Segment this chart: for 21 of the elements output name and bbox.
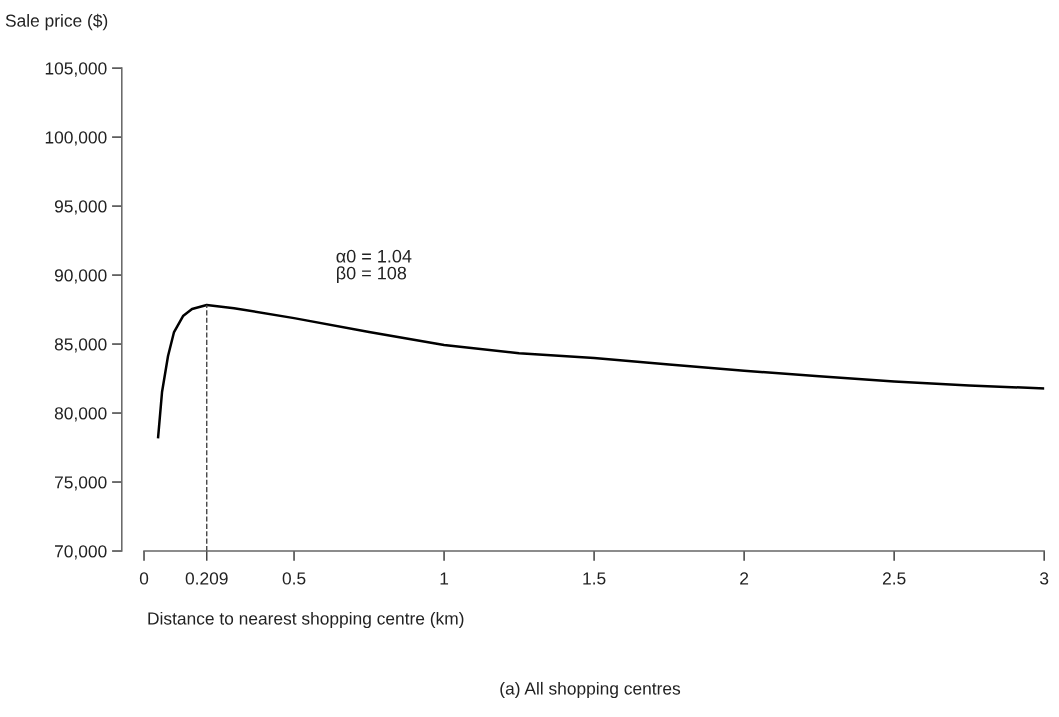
x-axis-title: Distance to nearest shopping centre (km) bbox=[148, 611, 464, 629]
annotation: α0 = 1.04 β0 = 108 bbox=[336, 249, 412, 284]
y-tick-label: 70,000 bbox=[55, 545, 107, 560]
x-tick-label: 3 bbox=[1040, 572, 1049, 585]
line-series bbox=[156, 303, 1045, 439]
x-tick-label: 1.5 bbox=[583, 572, 606, 585]
x-tick-label: 0.5 bbox=[282, 572, 306, 585]
y-axis-title: Sale price ($) bbox=[5, 13, 108, 31]
text: (a) All shopping centres bbox=[500, 681, 681, 699]
x-tick-label: 1 bbox=[440, 572, 449, 585]
y-tick-label: 75,000 bbox=[55, 476, 107, 491]
x-tick-label: 2.5 bbox=[882, 572, 906, 585]
y-tick-label: 100,000 bbox=[45, 131, 107, 146]
x-tick-label: 0.209 bbox=[185, 572, 228, 585]
y-tick-label: 105,000 bbox=[45, 62, 107, 77]
y-tick-label: 90,000 bbox=[54, 269, 107, 284]
y-tick-label: 80,000 bbox=[54, 407, 107, 422]
y-tick-label: 85,000 bbox=[54, 338, 107, 353]
x-tick-label: 2 bbox=[740, 572, 749, 585]
y-tick-label: 95,000 bbox=[54, 200, 107, 215]
x-tick-label: 0 bbox=[139, 572, 149, 585]
